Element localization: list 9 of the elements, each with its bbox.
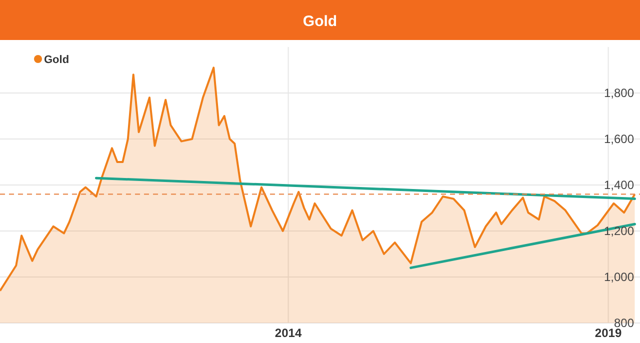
- chart-title: Gold: [302, 13, 338, 30]
- y-tick-label: 1,800: [604, 86, 634, 100]
- y-tick-label: 1,400: [604, 178, 634, 192]
- y-tick-label: 1,600: [604, 132, 634, 146]
- x-tick-label: 2019: [594, 326, 622, 340]
- y-tick-label: 1,000: [604, 270, 634, 284]
- y-tick-label: 1,200: [604, 224, 634, 238]
- x-tick-label: 2014: [274, 326, 302, 340]
- legend-label: Gold: [44, 54, 70, 66]
